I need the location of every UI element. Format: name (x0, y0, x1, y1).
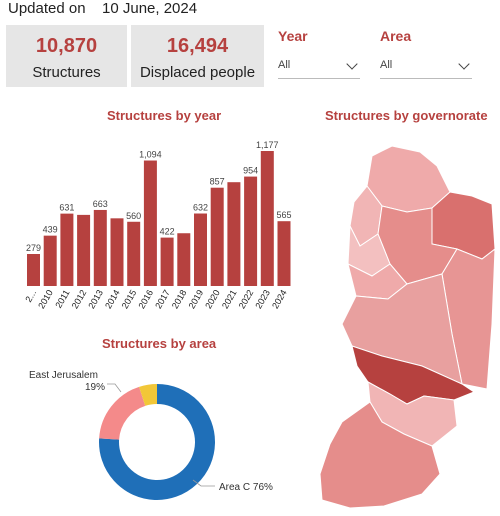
bar-value-label: 857 (210, 177, 225, 187)
area-slicer-title: Area (380, 28, 412, 44)
bar-value-label: 565 (276, 210, 291, 220)
donut-slice-east-jerusalem[interactable] (99, 386, 146, 441)
bar-2024[interactable] (277, 221, 291, 286)
x-tick-label: 2010 (36, 288, 55, 310)
x-tick-label: 2012 (70, 288, 89, 310)
structures-label: Structures (32, 64, 101, 81)
x-tick-label: 2011 (53, 288, 71, 310)
bar-2017[interactable] (160, 237, 174, 286)
x-tick-label: 2020 (203, 288, 222, 310)
x-tick-label: 2024 (270, 288, 289, 310)
bar-value-label: 632 (193, 203, 208, 213)
x-tick-label: 2018 (170, 288, 189, 310)
bar-2021[interactable] (227, 182, 241, 286)
year-slicer-title: Year (278, 28, 308, 44)
x-tick-label: 2... (23, 288, 38, 304)
x-tick-label: 2015 (120, 288, 139, 310)
bar-value-label: 439 (43, 225, 58, 235)
x-tick-label: 2013 (86, 288, 105, 310)
area-c-leader (192, 479, 215, 487)
bar-value-label: 954 (243, 166, 258, 176)
displaced-label: Displaced people (139, 64, 256, 81)
x-tick-label: 2017 (153, 288, 172, 310)
bar-2019[interactable] (194, 213, 207, 286)
governorate-map (319, 145, 496, 509)
bar-value-label: 422 (160, 227, 175, 237)
east-jerusalem-leader (107, 383, 122, 393)
year-slicer: Year All (278, 28, 360, 79)
year-dropdown-value: All (278, 59, 291, 71)
donut-slice-area-c[interactable] (99, 384, 215, 500)
bar-2...[interactable] (27, 253, 40, 286)
area-dropdown-value: All (380, 59, 393, 71)
bar-2014[interactable] (110, 218, 124, 286)
east-jerusalem-label: East Jerusalem (29, 370, 98, 381)
bar-value-label: 631 (59, 203, 74, 213)
bar-2013[interactable] (93, 209, 107, 286)
displaced-people-card: 16,494 Displaced people (131, 25, 264, 87)
updated-label: Updated on (8, 0, 86, 17)
x-tick-label: 2021 (220, 288, 239, 310)
structures-value: 10,870 (35, 35, 98, 57)
x-tick-label: 2019 (187, 288, 206, 310)
bar-2011[interactable] (60, 213, 74, 286)
x-tick-label: 2023 (253, 288, 272, 310)
area-c-label: Area C 76% (219, 482, 273, 493)
donut-slice-other[interactable] (139, 384, 158, 406)
x-tick-label: 2014 (103, 288, 122, 310)
chevron-down-icon (458, 58, 470, 70)
bar-value-label: 279 (26, 243, 41, 253)
x-tick-label: 2022 (237, 288, 256, 310)
bar-value-label: 663 (93, 199, 108, 209)
structures-by-area-title: Structures by area (102, 336, 217, 351)
x-tick-label: 2016 (136, 288, 155, 310)
bar-value-label: 1,094 (139, 150, 162, 160)
structures-by-year-title: Structures by year (107, 108, 222, 123)
bar-2023[interactable] (260, 151, 274, 286)
east-jerusalem-percent: 19% (85, 382, 105, 393)
bar-2020[interactable] (210, 187, 224, 286)
displaced-value: 16,494 (166, 35, 229, 57)
updated-on: Updated on 10 June, 2024 (8, 0, 197, 17)
structures-card: 10,870 Structures (6, 25, 127, 87)
area-slicer: Area All (380, 28, 472, 79)
structures-by-governorate-title: Structures by governorate (325, 108, 488, 123)
area-dropdown[interactable]: All (380, 54, 472, 79)
chevron-down-icon (346, 58, 358, 70)
year-dropdown[interactable]: All (278, 54, 360, 79)
bar-2016[interactable] (143, 160, 157, 286)
bar-2012[interactable] (77, 214, 91, 286)
bar-2015[interactable] (127, 221, 141, 286)
map-region-hebron[interactable] (319, 401, 441, 509)
bar-2010[interactable] (43, 235, 57, 286)
updated-date: 10 June, 2024 (102, 0, 198, 17)
bar-2022[interactable] (244, 176, 258, 286)
bar-value-label: 560 (126, 211, 141, 221)
bar-2018[interactable] (177, 233, 191, 286)
bar-value-label: 1,177 (256, 140, 279, 150)
